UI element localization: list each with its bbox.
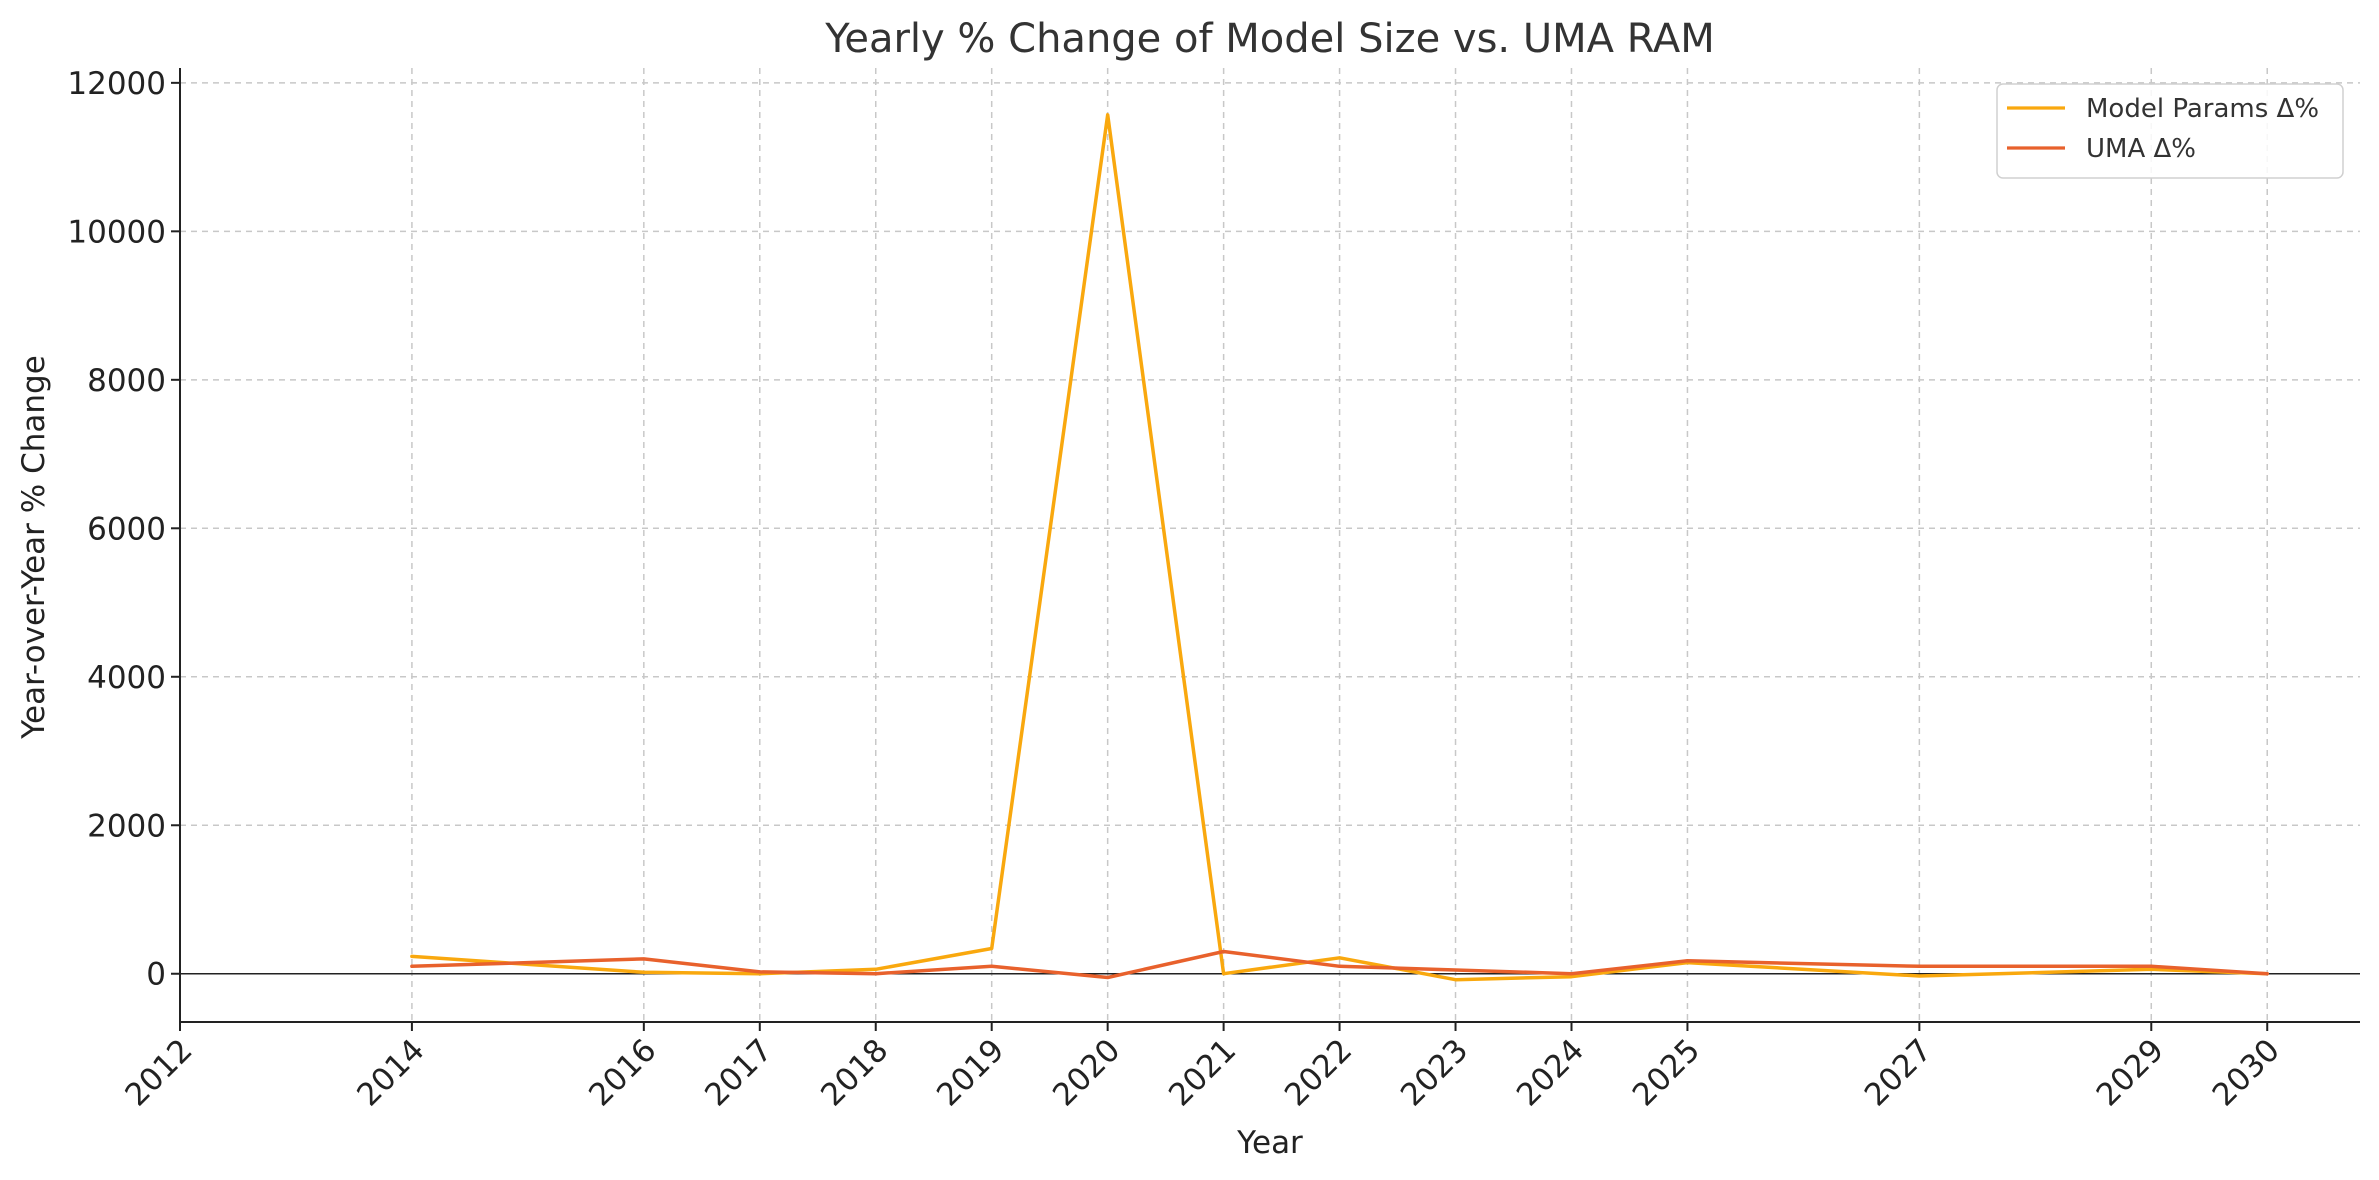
grid xyxy=(179,68,2360,1022)
x-tick-label: 2023 xyxy=(1394,1032,1475,1113)
x-axis-ticks: 2012 2014 2016 2017 2018 2019 2020 2021 2022 2023… xyxy=(118,1022,2287,1113)
y-tick-label: 4000 xyxy=(87,660,166,696)
axes xyxy=(179,68,2360,1023)
x-tick-label: 2021 xyxy=(1162,1032,1243,1113)
legend: Model Params Δ% UMA Δ% xyxy=(1996,83,2344,179)
y-axis-ticks: 0 2000 4000 6000 8000 10000 12000 xyxy=(67,66,180,993)
series-layer xyxy=(410,113,2269,982)
x-axis-label: Year xyxy=(1236,1125,1303,1161)
y-tick-label: 6000 xyxy=(87,511,166,547)
x-tick-label: 2012 xyxy=(118,1032,199,1113)
y-tick-label: 10000 xyxy=(67,214,166,250)
y-tick-label: 0 xyxy=(146,957,166,993)
chart-title: Yearly % Change of Model Size vs. UMA RA… xyxy=(824,16,1715,62)
x-tick-label: 2025 xyxy=(1626,1032,1707,1113)
x-tick-label: 2020 xyxy=(1046,1032,1127,1113)
x-tick-label: 2024 xyxy=(1510,1032,1591,1113)
x-tick-label: 2029 xyxy=(2090,1032,2171,1113)
x-tick-label: 2018 xyxy=(814,1032,895,1113)
legend-label-model-params: Model Params Δ% xyxy=(2086,94,2319,124)
x-tick-label: 2014 xyxy=(350,1032,431,1113)
series-line-1 xyxy=(410,949,2269,980)
y-tick-label: 12000 xyxy=(67,66,166,102)
x-tick-label: 2016 xyxy=(582,1032,663,1113)
legend-label-uma: UMA Δ% xyxy=(2086,134,2196,164)
y-axis-label: Year-over-Year % Change xyxy=(16,355,52,740)
x-tick-label: 2030 xyxy=(2206,1032,2287,1113)
x-tick-label: 2019 xyxy=(930,1032,1011,1113)
y-tick-label: 8000 xyxy=(87,363,166,399)
x-tick-label: 2017 xyxy=(698,1032,779,1113)
x-tick-label: 2022 xyxy=(1278,1032,1359,1113)
y-tick-label: 2000 xyxy=(87,808,166,844)
x-tick-label: 2027 xyxy=(1858,1032,1939,1113)
legend-frame xyxy=(1996,83,2344,179)
